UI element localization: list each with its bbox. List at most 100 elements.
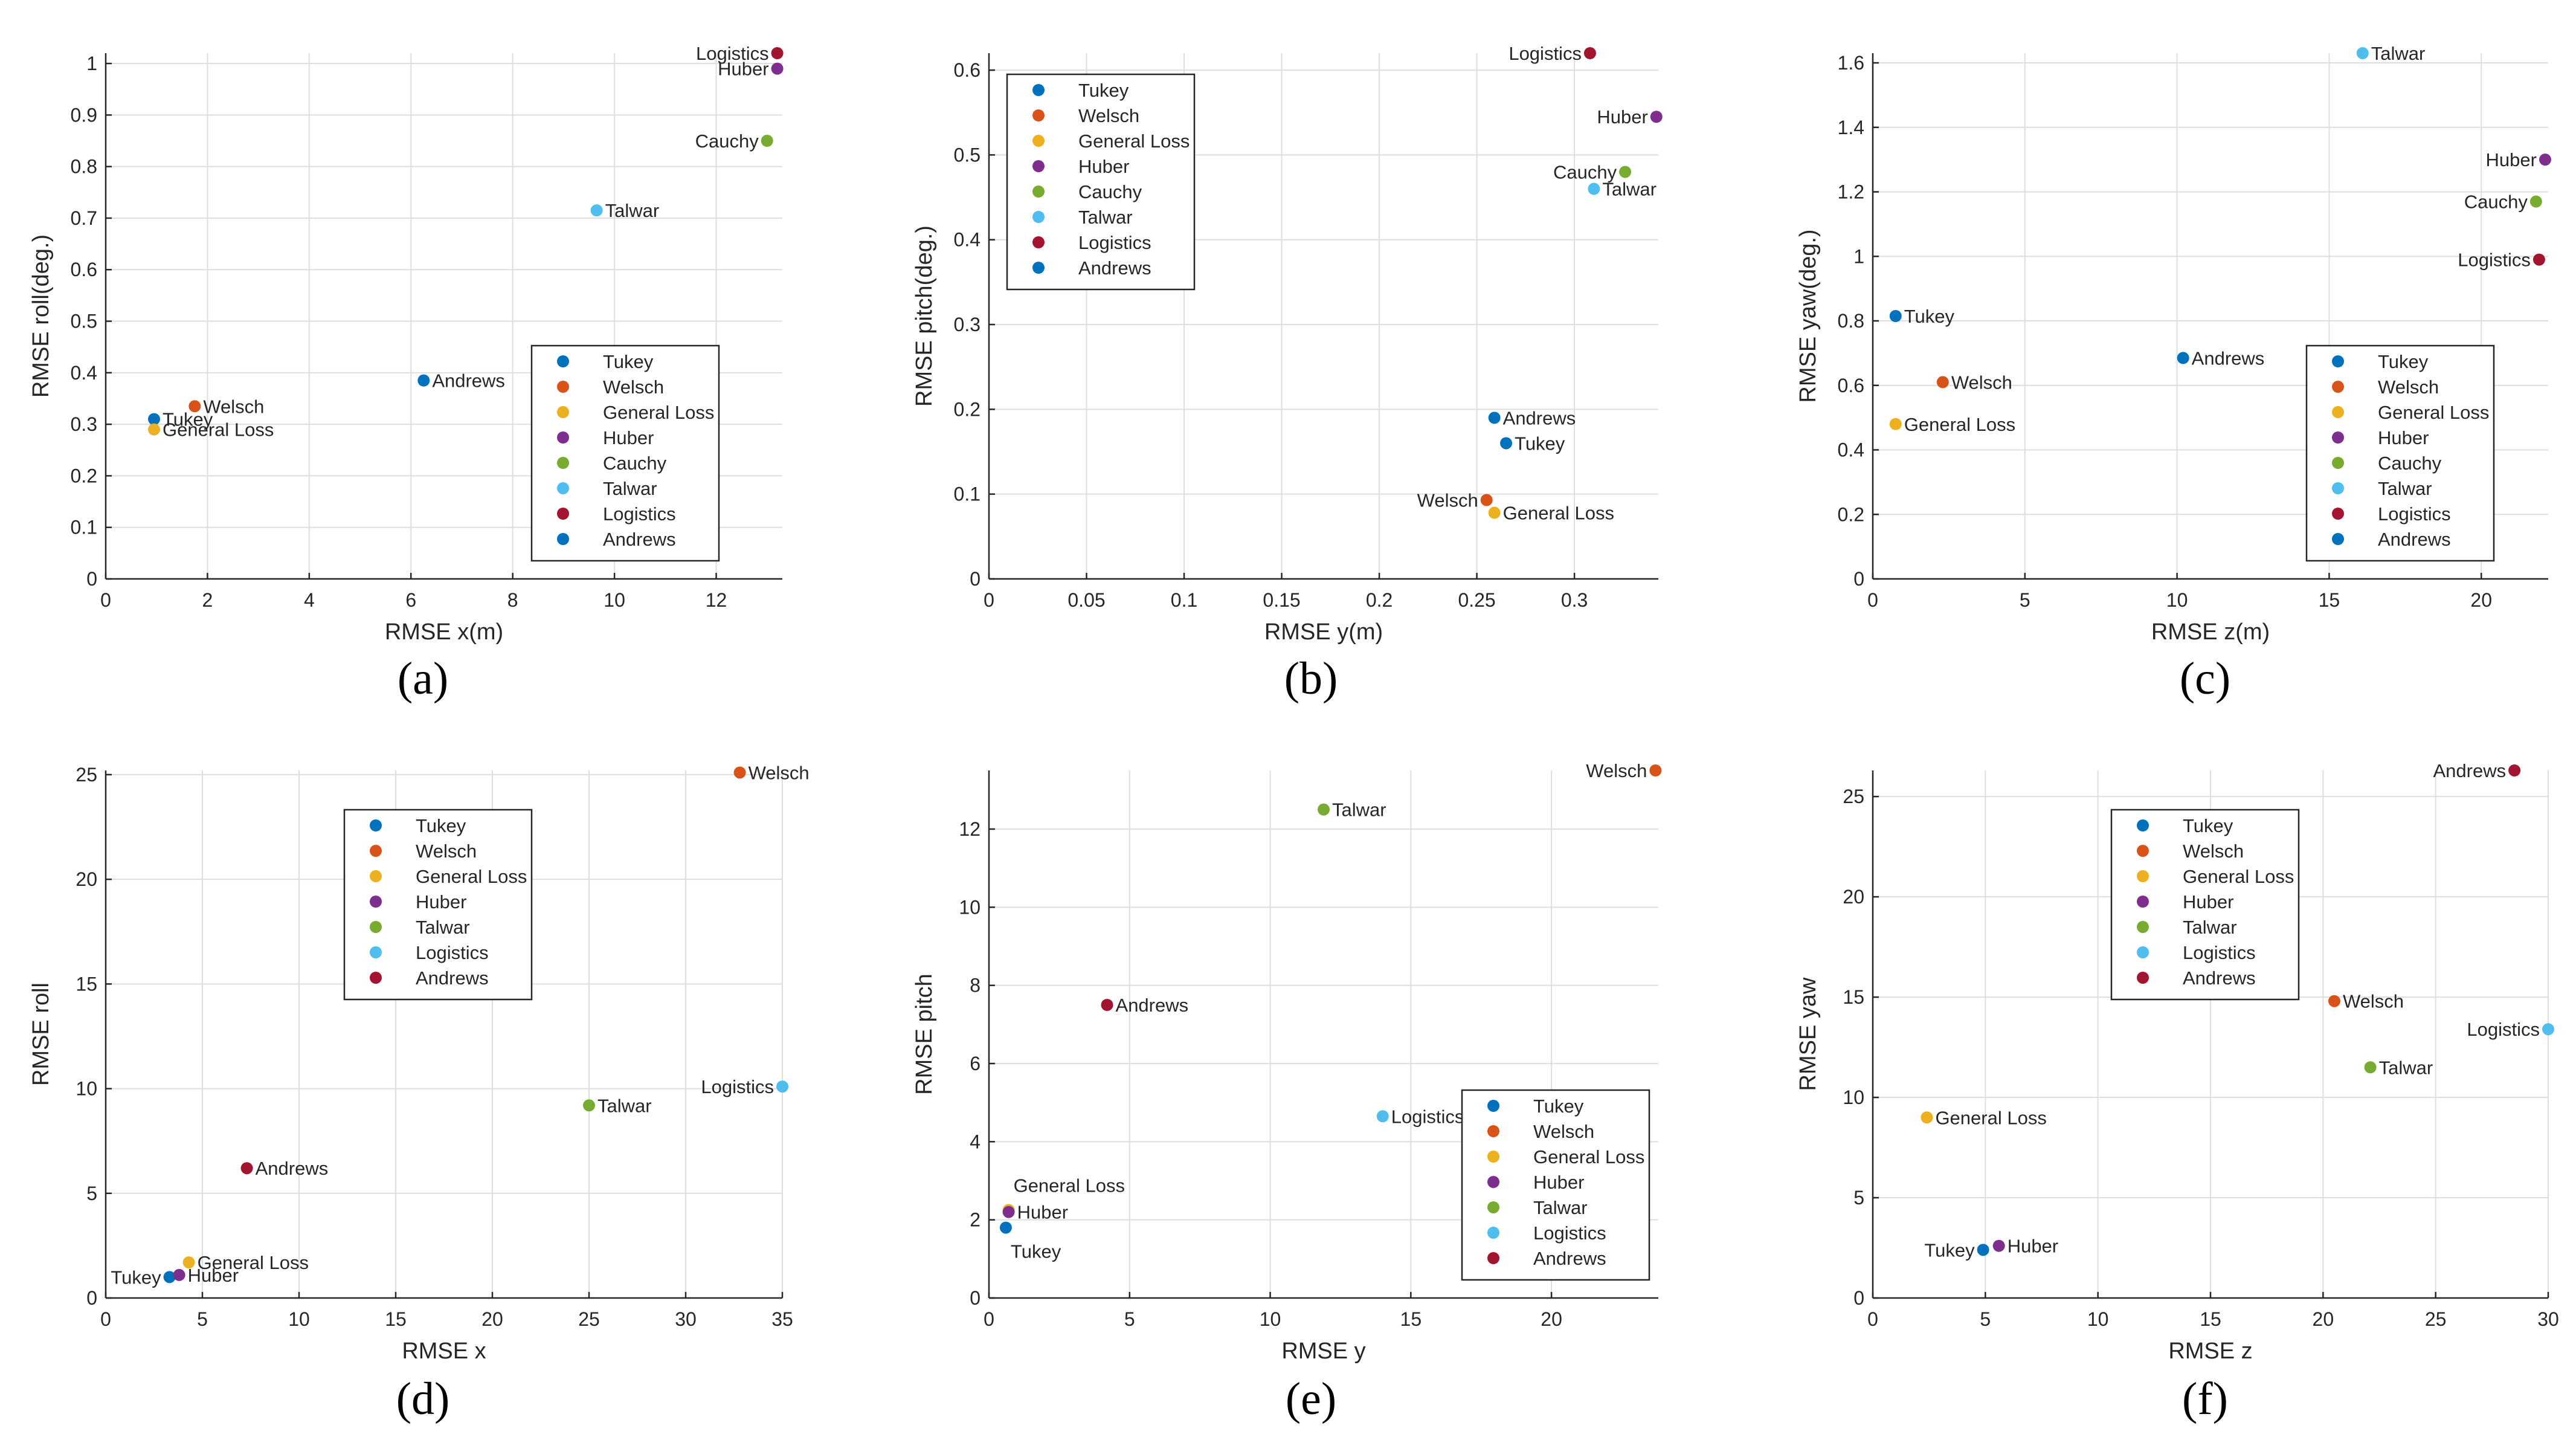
chart-panel-1: 0 2 4 6 8 10 12 0 0.1 0.2 0.3 0.4 0.5 0.6 0.7 0.8 0.9 1 RM…	[28, 43, 784, 645]
y-tick-label: 1.6	[1838, 52, 1864, 74]
y-tick-label: 15	[1843, 986, 1864, 1008]
legend-entry: Tukey	[416, 815, 466, 836]
legend-entry: Andrews	[1078, 257, 1151, 279]
data-label: General Loss	[198, 1252, 309, 1273]
legend-entry: Andrews	[416, 967, 489, 989]
x-tick-label: 5	[1124, 1308, 1135, 1330]
legend-marker	[1487, 1201, 1499, 1213]
data-label: Andrews	[2192, 347, 2265, 369]
y-axis-label: RMSE roll	[28, 983, 54, 1086]
x-tick-label: 10	[604, 589, 625, 611]
x-tick-label: 20	[1541, 1308, 1562, 1330]
legend-marker	[2137, 896, 2149, 908]
legend-marker	[1487, 1100, 1499, 1112]
legend-entry: Huber	[416, 891, 466, 912]
data-point-tukey	[999, 1221, 1012, 1234]
legend-entry: Cauchy	[603, 453, 667, 474]
y-tick-label: 1	[86, 53, 97, 74]
legend-entry: Huber	[1078, 156, 1129, 177]
legend-entry: Talwar	[2183, 917, 2237, 938]
y-tick-label: 0.7	[71, 207, 97, 229]
legend-entry: Logistics	[603, 503, 676, 525]
data-label: Huber	[2008, 1236, 2058, 1257]
y-tick-label: 5	[86, 1183, 97, 1204]
y-tick-label: 6	[970, 1053, 980, 1074]
data-point-logistics	[2542, 1023, 2554, 1036]
data-point-logistics	[2533, 253, 2545, 266]
x-tick-label: 5	[1980, 1308, 1991, 1330]
x-tick-label: 8	[507, 589, 518, 611]
legend-entry: Welsch	[1078, 105, 1139, 126]
data-label: Andrews	[256, 1158, 329, 1179]
y-tick-label: 0.1	[954, 483, 980, 505]
data-point-tukey	[1889, 310, 1902, 322]
x-tick-label: 10	[2166, 589, 2188, 611]
data-label: Talwar	[1602, 179, 1657, 200]
data-label: Welsch	[749, 762, 810, 783]
data-point-general-loss	[1488, 506, 1501, 519]
legend-marker	[2332, 457, 2344, 469]
data-point-tukey	[1500, 437, 1513, 450]
legend-entry: Welsch	[2183, 841, 2244, 862]
caption-a: (a)	[397, 653, 449, 704]
data-point-huber	[173, 1268, 185, 1281]
data-label: Tukey	[1515, 433, 1565, 454]
legend: Tukey Welsch General Loss Huber Talwar Logist…	[1461, 1089, 1650, 1281]
y-tick-label: 20	[1843, 886, 1864, 908]
y-tick-label: 0.4	[1838, 439, 1864, 461]
data-point-andrews	[417, 374, 430, 387]
legend-entry: General Loss	[1533, 1146, 1644, 1167]
legend-marker	[2332, 381, 2344, 393]
data-point-huber	[1650, 111, 1663, 123]
legend-marker	[1487, 1176, 1499, 1188]
x-tick-label: 12	[706, 589, 727, 611]
x-tick-label: 2	[202, 589, 213, 611]
legend-marker	[1032, 135, 1045, 147]
legend-entry: Talwar	[1533, 1197, 1588, 1218]
legend-entry: Talwar	[2378, 478, 2432, 499]
data-point-talwar	[590, 204, 603, 217]
legend-marker	[2137, 921, 2149, 933]
y-tick-label: 15	[76, 973, 97, 995]
y-tick-label: 0.6	[71, 259, 97, 280]
legend-marker	[557, 457, 569, 469]
data-label: Talwar	[605, 200, 660, 221]
data-point-andrews	[1488, 412, 1501, 424]
x-tick-label: 10	[288, 1308, 310, 1330]
data-point-huber	[1992, 1239, 2005, 1252]
legend-entry: Logistics	[1533, 1222, 1606, 1244]
y-tick-label: 25	[1843, 786, 1864, 807]
y-tick-label: 0	[86, 1287, 97, 1309]
y-tick-label: 0	[86, 568, 97, 590]
y-tick-label: 2	[970, 1209, 980, 1231]
legend-marker	[2137, 946, 2149, 958]
data-label: Huber	[718, 59, 768, 80]
data-point-logistics	[771, 47, 784, 59]
data-point-andrews	[2177, 352, 2189, 364]
legend-marker	[557, 533, 569, 545]
x-tick-label: 15	[1400, 1308, 1422, 1330]
y-tick-label: 8	[970, 975, 980, 996]
y-tick-label: 0.6	[954, 59, 980, 81]
legend-marker	[1487, 1252, 1499, 1264]
data-label: Tukey	[1011, 1241, 1061, 1262]
legend-entry: Logistics	[2378, 503, 2451, 525]
x-tick-label: 6	[405, 589, 416, 611]
x-tick-label: 25	[578, 1308, 600, 1330]
y-tick-label: 4	[970, 1131, 980, 1152]
y-tick-label: 0.9	[71, 104, 97, 126]
data-point-talwar	[2356, 47, 2369, 59]
data-label: Andrews	[432, 370, 505, 392]
x-axis-label: RMSE z(m)	[2151, 619, 2270, 645]
data-label: Talwar	[2371, 43, 2426, 64]
legend-marker	[2137, 972, 2149, 984]
chart-panel-3: 0 5 10 15 20 0 0.2 0.4 0.6 0.8 1 1.2 1.4 1.6 RMSE z(m)…	[1795, 43, 2551, 645]
data-point-logistics	[1376, 1110, 1389, 1123]
data-point-huber	[2539, 153, 2551, 166]
chart-panel-5: 0 5 10 15 20 0 2 4 6 8 10 12 RMSE y RMSE pitch Tukey We…	[912, 760, 1662, 1364]
legend-entry: General Loss	[1078, 131, 1190, 152]
data-label: General Loss	[1503, 503, 1614, 524]
x-tick-label: 0	[100, 589, 111, 611]
x-axis-label: RMSE x	[402, 1338, 486, 1364]
legend-entry: Andrews	[1533, 1248, 1606, 1269]
